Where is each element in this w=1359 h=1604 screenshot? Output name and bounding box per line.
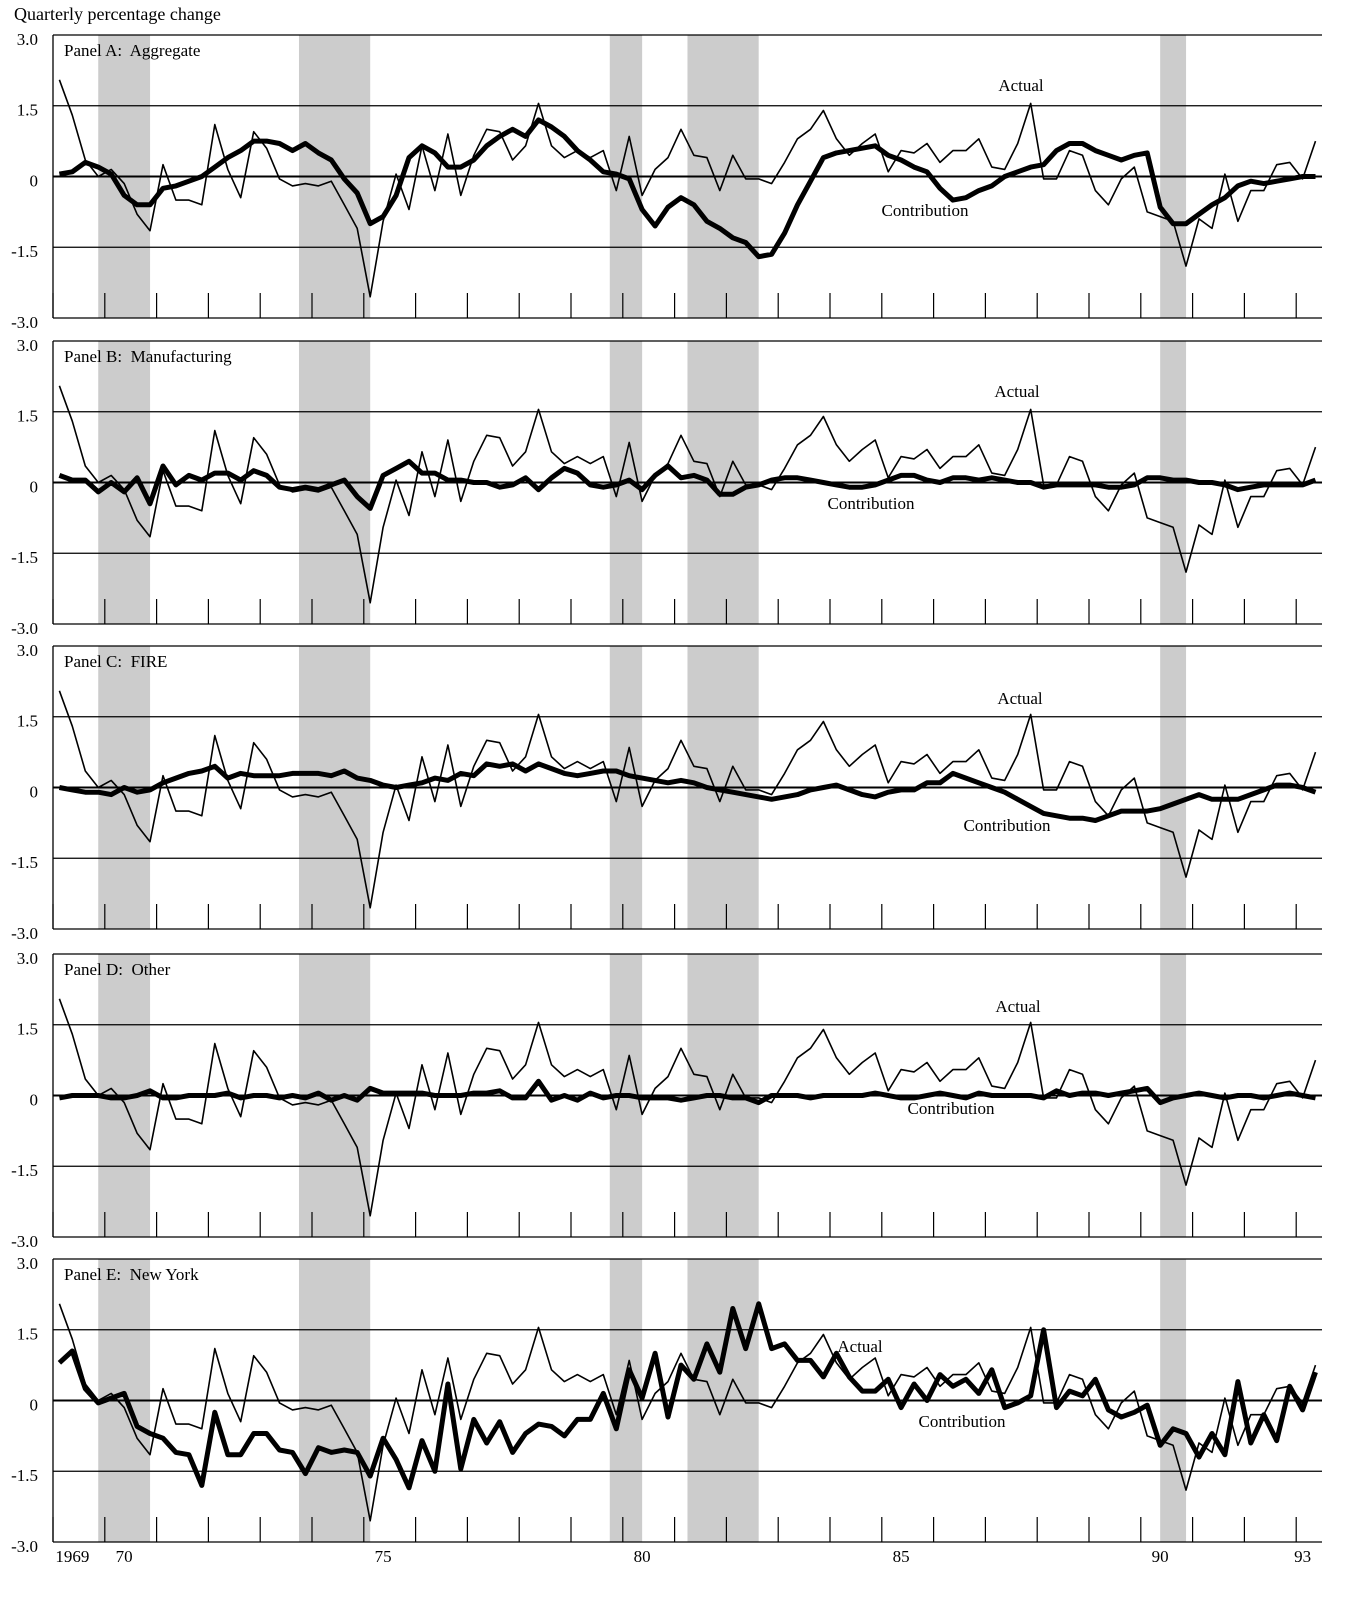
x-tick-label: 80 (634, 1547, 651, 1566)
y-tick-label: -3.0 (11, 1232, 38, 1251)
y-tick-label: -1.5 (11, 1161, 38, 1180)
panel-title: Panel D: Other (64, 960, 171, 979)
series-line (58, 385, 1317, 604)
y-tick-label: 1.5 (17, 1020, 38, 1039)
y-tick-label: 0 (30, 171, 39, 190)
y-tick-label: -1.5 (11, 548, 38, 567)
panel-title: Panel A: Aggregate (64, 41, 200, 60)
panel-title: Panel B: Manufacturing (64, 347, 232, 366)
series-label: Contribution (964, 816, 1051, 835)
y-tick-label: 0 (30, 782, 39, 801)
y-tick-label: -3.0 (11, 1537, 38, 1556)
x-tick-label: 1969 (55, 1547, 89, 1566)
x-tick-label: 85 (893, 1547, 910, 1566)
series-label: Contribution (908, 1099, 995, 1118)
x-tick-label: 90 (1152, 1547, 1169, 1566)
series-label: Actual (837, 1337, 883, 1356)
series-line (58, 690, 1317, 909)
series-line (58, 458, 1317, 511)
y-tick-label: -3.0 (11, 924, 38, 943)
x-tick-label: 93 (1294, 1547, 1311, 1566)
series-line (57, 1301, 1318, 1491)
y-tick-label: 1.5 (17, 101, 38, 120)
series-line (58, 1078, 1316, 1106)
y-tick-label: 3.0 (17, 336, 38, 355)
y-tick-label: -3.0 (11, 619, 38, 638)
series-label: Contribution (882, 201, 969, 220)
series-label: Actual (994, 382, 1040, 401)
series-line (58, 79, 1317, 298)
y-tick-label: 0 (30, 477, 39, 496)
y-tick-label: -3.0 (11, 313, 38, 332)
y-tick-label: 3.0 (17, 30, 38, 49)
y-tick-label: -1.5 (11, 242, 38, 261)
y-tick-label: -1.5 (11, 853, 38, 872)
series-label: Contribution (919, 1412, 1006, 1431)
y-tick-label: 1.5 (17, 712, 38, 731)
x-tick-label: 75 (375, 1547, 392, 1566)
y-tick-label: 0 (30, 1090, 39, 1109)
y-tick-label: 1.5 (17, 407, 38, 426)
series-line (58, 117, 1316, 260)
x-tick-label: 70 (116, 1547, 133, 1566)
series-label: Actual (998, 76, 1044, 95)
series-label: Actual (997, 689, 1043, 708)
y-tick-label: 3.0 (17, 1254, 38, 1273)
y-tick-label: 3.0 (17, 641, 38, 660)
series-line (58, 1303, 1317, 1522)
y-tick-label: -1.5 (11, 1466, 38, 1485)
y-tick-label: 3.0 (17, 949, 38, 968)
y-tick-label: 1.5 (17, 1325, 38, 1344)
panel-title: Panel C: FIRE (64, 652, 167, 671)
series-line (58, 998, 1317, 1217)
series-line (58, 761, 1317, 823)
panel-title: Panel E: New York (64, 1265, 199, 1284)
y-tick-label: 0 (30, 1395, 39, 1414)
y-axis-label: Quarterly percentage change (14, 4, 221, 24)
series-label: Actual (995, 997, 1041, 1016)
series-label: Contribution (828, 494, 915, 513)
